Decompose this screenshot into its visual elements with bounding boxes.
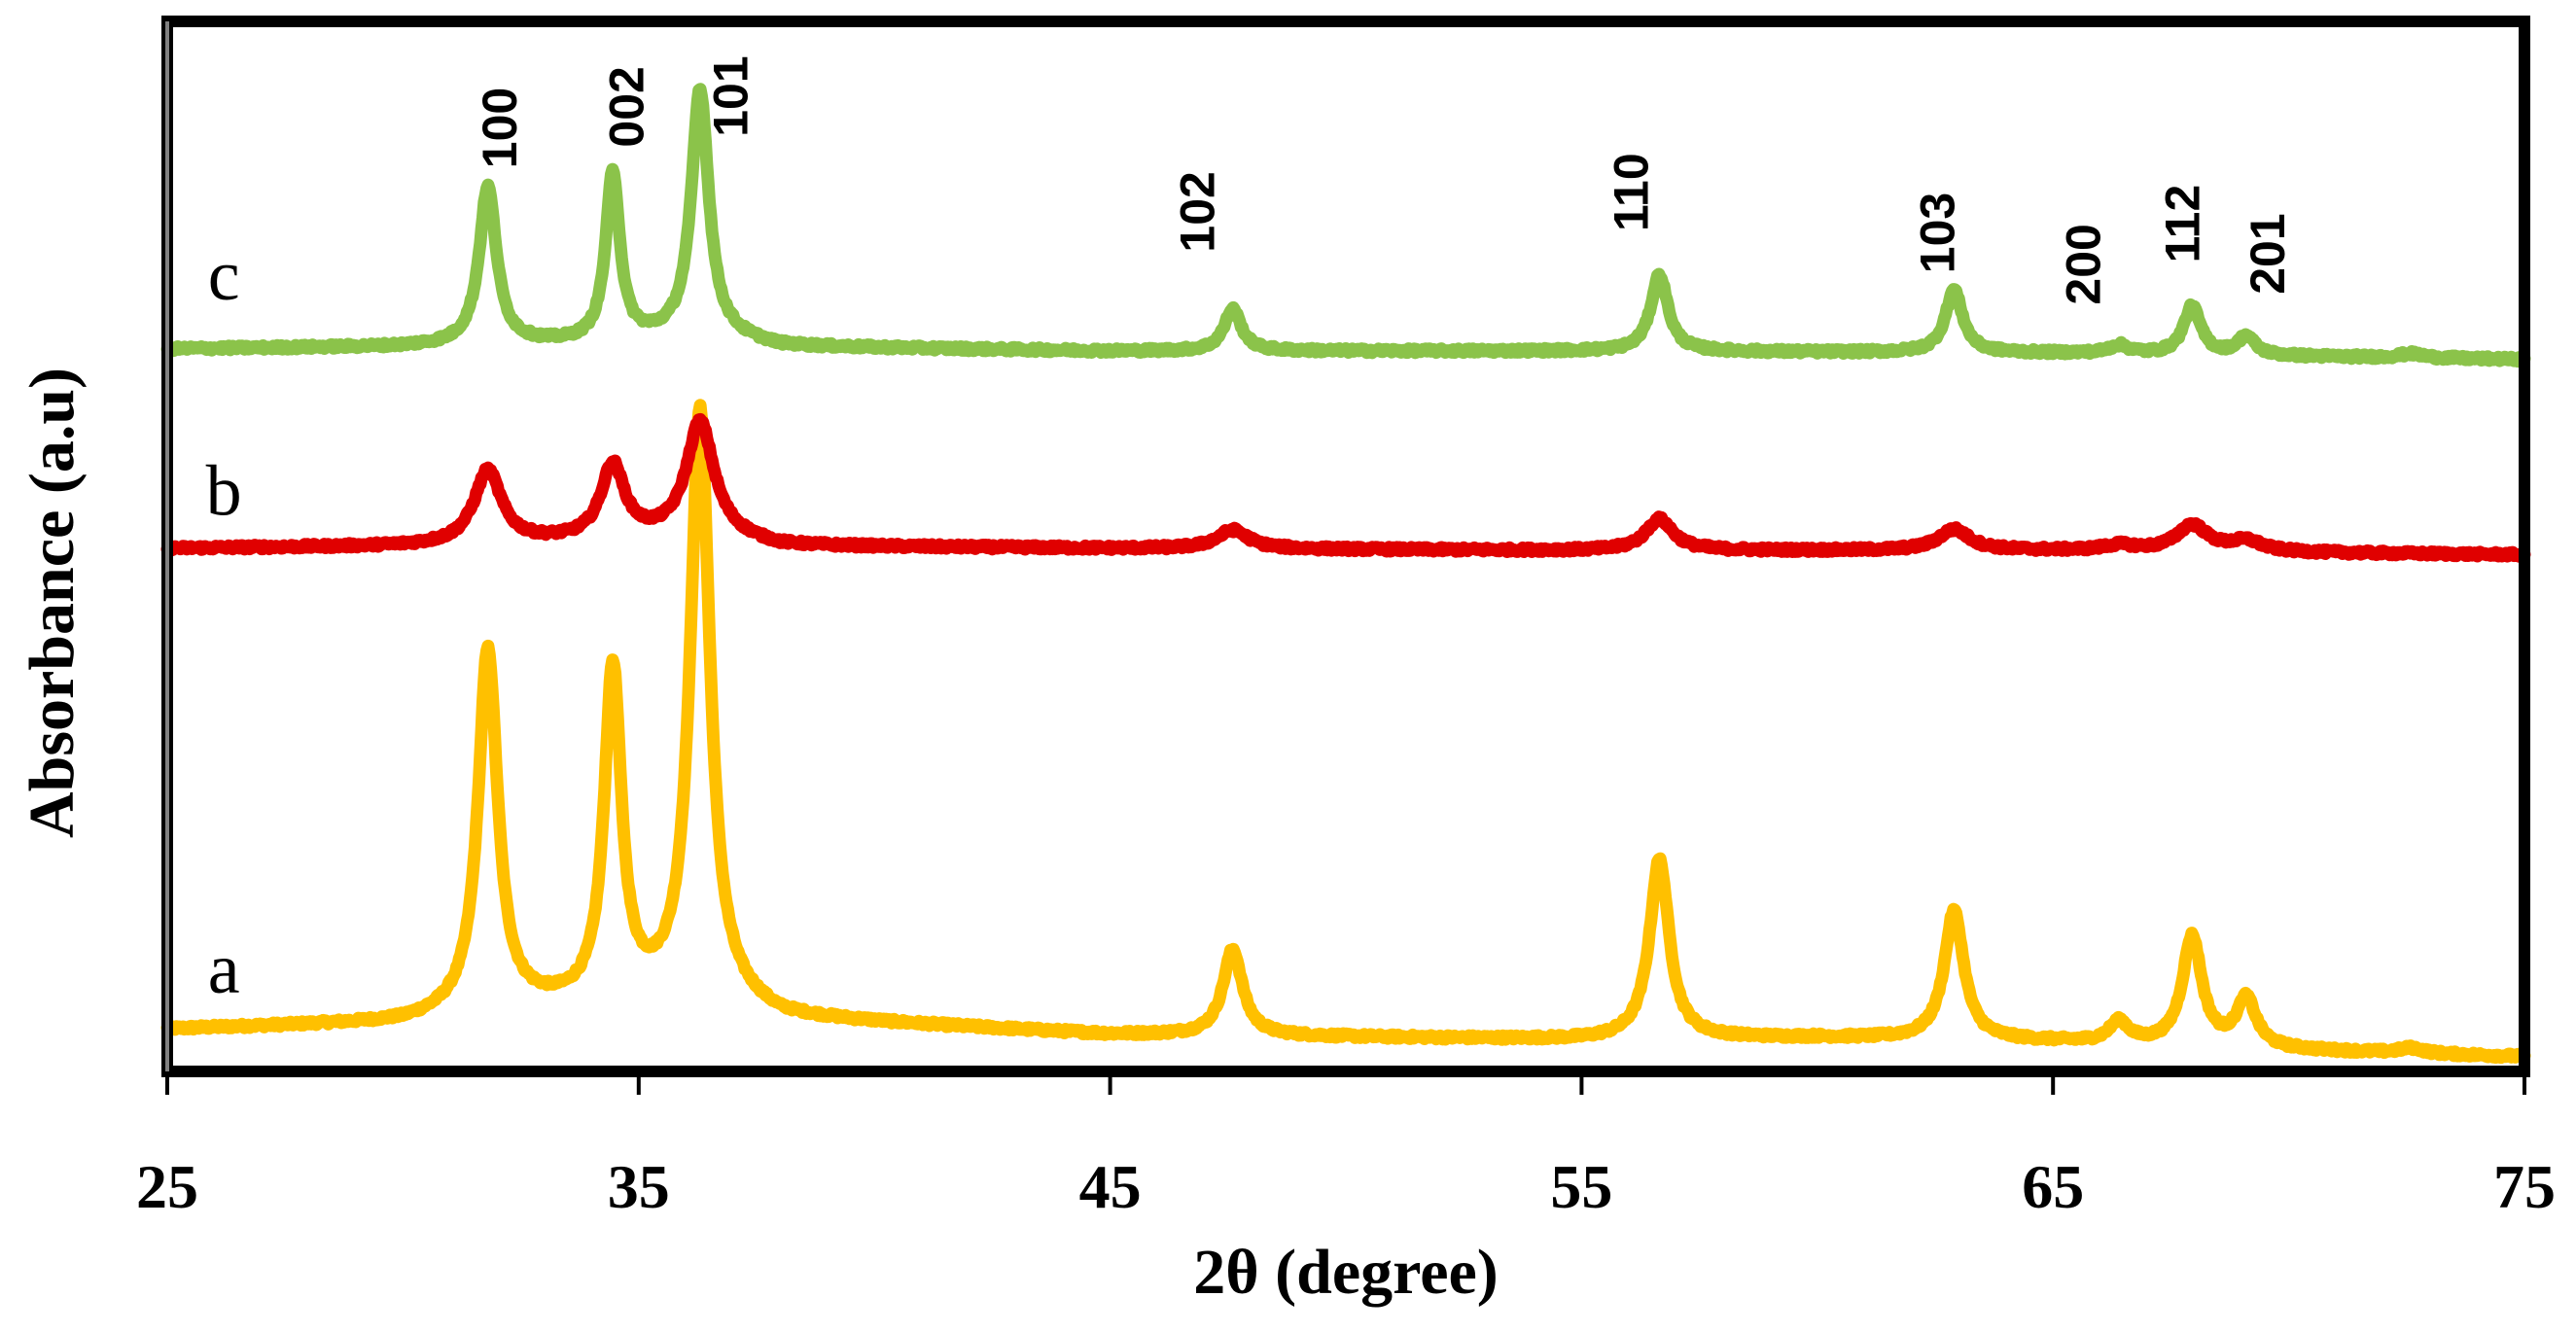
x-tick-label: 65 [2022,1152,2084,1221]
series-label-a: a [208,929,240,1009]
x-tick-label: 55 [1550,1152,1612,1221]
x-tick-label: 75 [2493,1152,2556,1221]
series-layer [160,83,2531,1065]
peak-label-100: 100 [473,88,527,168]
series-label-b: b [206,452,242,532]
x-tick-label: 35 [608,1152,670,1221]
x-tick-label: 25 [136,1152,198,1221]
annotation-layer: a b c 100 002 101 102 110 103 200 112 201 [206,55,2295,1009]
peak-label-002: 002 [600,66,654,147]
series-line-a [160,399,2531,1065]
series-label-c: c [208,236,240,316]
peak-label-112: 112 [2156,185,2210,263]
peak-label-101: 101 [703,55,758,136]
series-line-c [160,83,2531,368]
y-axis-title: Absorbance (a.u) [17,368,88,838]
peak-label-110: 110 [1604,153,1658,231]
peak-label-103: 103 [1910,193,1964,273]
peak-label-201: 201 [2241,213,2295,294]
x-tick-label: 45 [1079,1152,1142,1221]
x-axis-ticks: 25 35 45 55 65 75 [136,1071,2556,1221]
series-line-b [160,412,2531,563]
x-axis-title: 2θ (degree) [1193,1237,1499,1308]
peak-label-102: 102 [1170,171,1224,252]
peak-label-200: 200 [2057,224,2111,304]
